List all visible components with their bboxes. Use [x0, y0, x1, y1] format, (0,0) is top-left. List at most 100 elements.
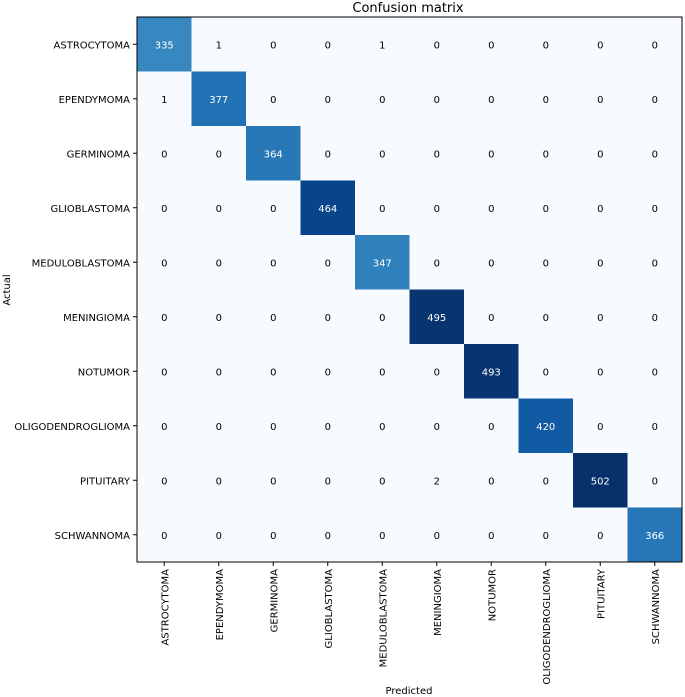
heatmap-cell: [573, 71, 628, 127]
heatmap-cell: [300, 398, 356, 454]
cell-value-label: 0: [597, 95, 603, 106]
cell-value-label: 0: [434, 367, 440, 378]
heatmap-cell: [409, 453, 465, 508]
heatmap-cell: [573, 235, 628, 290]
cell-value-label: 0: [488, 149, 494, 160]
cell-value-label: 0: [434, 422, 440, 433]
cell-value-label: 0: [379, 367, 385, 378]
heatmap-cell: [464, 289, 519, 345]
heatmap-cell: [137, 453, 192, 508]
cell-value-label: 1: [161, 95, 167, 106]
cell-value-label: 0: [488, 95, 494, 106]
heatmap-cell: [137, 344, 192, 399]
heatmap-cell: [137, 507, 192, 563]
x-tick-label: PITUITARY: [596, 568, 607, 619]
cell-value-label: 335: [155, 40, 174, 51]
heatmap-cell: [246, 289, 301, 345]
heatmap-cell: [573, 398, 628, 454]
heatmap-cell: [355, 453, 410, 508]
x-tick-label: MEDULOBLASTOMA: [378, 569, 389, 668]
cell-value-label: 2: [434, 476, 440, 487]
cell-value-label: 0: [543, 40, 549, 51]
y-tick-label: MEDULOBLASTOMA: [32, 258, 131, 269]
heatmap-cell: [518, 507, 574, 563]
cell-value-label: 0: [434, 40, 440, 51]
cell-value-label: 493: [482, 367, 501, 378]
cell-value-label: 0: [270, 422, 276, 433]
cell-value-label: 0: [216, 422, 222, 433]
cell-value-label: 377: [209, 95, 228, 106]
y-axis-ticks: ASTROCYTOMA EPENDYMOMA GERMINOMA GLIOBLASTO…: [14, 40, 137, 542]
heatmap-cell: [627, 507, 683, 563]
x-tick-label: NOTUMOR: [487, 569, 498, 621]
heatmap-cell: [573, 126, 628, 181]
heatmap-cell: [300, 71, 356, 127]
heatmap-cell: [464, 71, 519, 127]
cell-value-label: 0: [543, 204, 549, 215]
heatmap-cell: [191, 453, 247, 508]
heatmap-cell: [355, 507, 410, 563]
heatmap-cell: [137, 17, 192, 72]
heatmap-cell: [191, 235, 247, 290]
heatmap-cell: [191, 126, 247, 181]
cell-value-label: 0: [597, 149, 603, 160]
heatmap-cell: [246, 71, 301, 127]
heatmap-cell: [246, 235, 301, 290]
heatmap-cell: [246, 180, 301, 236]
heatmap-cell: [191, 17, 247, 72]
cell-value-label: 0: [216, 313, 222, 324]
x-tick-label: SCHWANNOMA: [651, 569, 662, 644]
cell-value-label: 0: [216, 258, 222, 269]
heatmap-cell: [409, 344, 465, 399]
cell-value-label: 0: [597, 258, 603, 269]
cell-value-label: 0: [270, 367, 276, 378]
heatmap-cell: [573, 17, 628, 72]
heatmap-cell: [627, 17, 683, 72]
y-tick-label: MENINGIOMA: [63, 313, 130, 324]
cell-value-label: 0: [379, 422, 385, 433]
cell-value-label: 0: [270, 476, 276, 487]
heatmap-cell: [464, 235, 519, 290]
cell-value-label: 0: [161, 476, 167, 487]
cell-value-label: 0: [270, 258, 276, 269]
cell-value-label: 0: [325, 149, 331, 160]
heatmap-cell: [573, 180, 628, 236]
heatmap-cell: [464, 17, 519, 72]
heatmap-cell: [246, 344, 301, 399]
heatmap-cell: [355, 17, 410, 72]
heatmap-cell: [518, 235, 574, 290]
heatmap-cell: [627, 180, 683, 236]
cell-value-label: 0: [325, 313, 331, 324]
cell-value-label: 0: [434, 149, 440, 160]
heatmap-cell: [246, 17, 301, 72]
cell-value-label: 0: [325, 422, 331, 433]
y-axis-label: Actual: [2, 274, 13, 305]
cell-value-label: 0: [652, 149, 658, 160]
cell-value-label: 0: [543, 531, 549, 542]
heatmap-cell: [300, 507, 356, 563]
heatmap-cell: [137, 398, 192, 454]
y-tick-label: OLIGODENDROGLIOMA: [14, 422, 130, 433]
cell-value-label: 347: [373, 258, 392, 269]
heatmap-cell: [409, 507, 465, 563]
cell-value-label: 0: [216, 531, 222, 542]
y-tick-label: ASTROCYTOMA: [54, 40, 131, 51]
heatmap-cell: [300, 289, 356, 345]
heatmap-cell: [409, 180, 465, 236]
cell-value-label: 0: [379, 476, 385, 487]
cell-value-label: 1: [379, 40, 385, 51]
cell-value-label: 366: [645, 531, 664, 542]
heatmap-cell: [355, 344, 410, 399]
cell-value-label: 0: [216, 149, 222, 160]
cell-value-label: 0: [652, 422, 658, 433]
heatmap-cell: [464, 507, 519, 563]
chart-title: Confusion matrix: [352, 1, 463, 16]
cell-value-label: 0: [270, 531, 276, 542]
heatmap-cell: [137, 235, 192, 290]
cell-value-label: 0: [161, 313, 167, 324]
cell-value-label: 0: [652, 367, 658, 378]
heatmap-cell: [409, 289, 465, 345]
cell-value-label: 0: [488, 258, 494, 269]
heatmap-cell: [300, 17, 356, 72]
cell-value-label: 0: [325, 40, 331, 51]
